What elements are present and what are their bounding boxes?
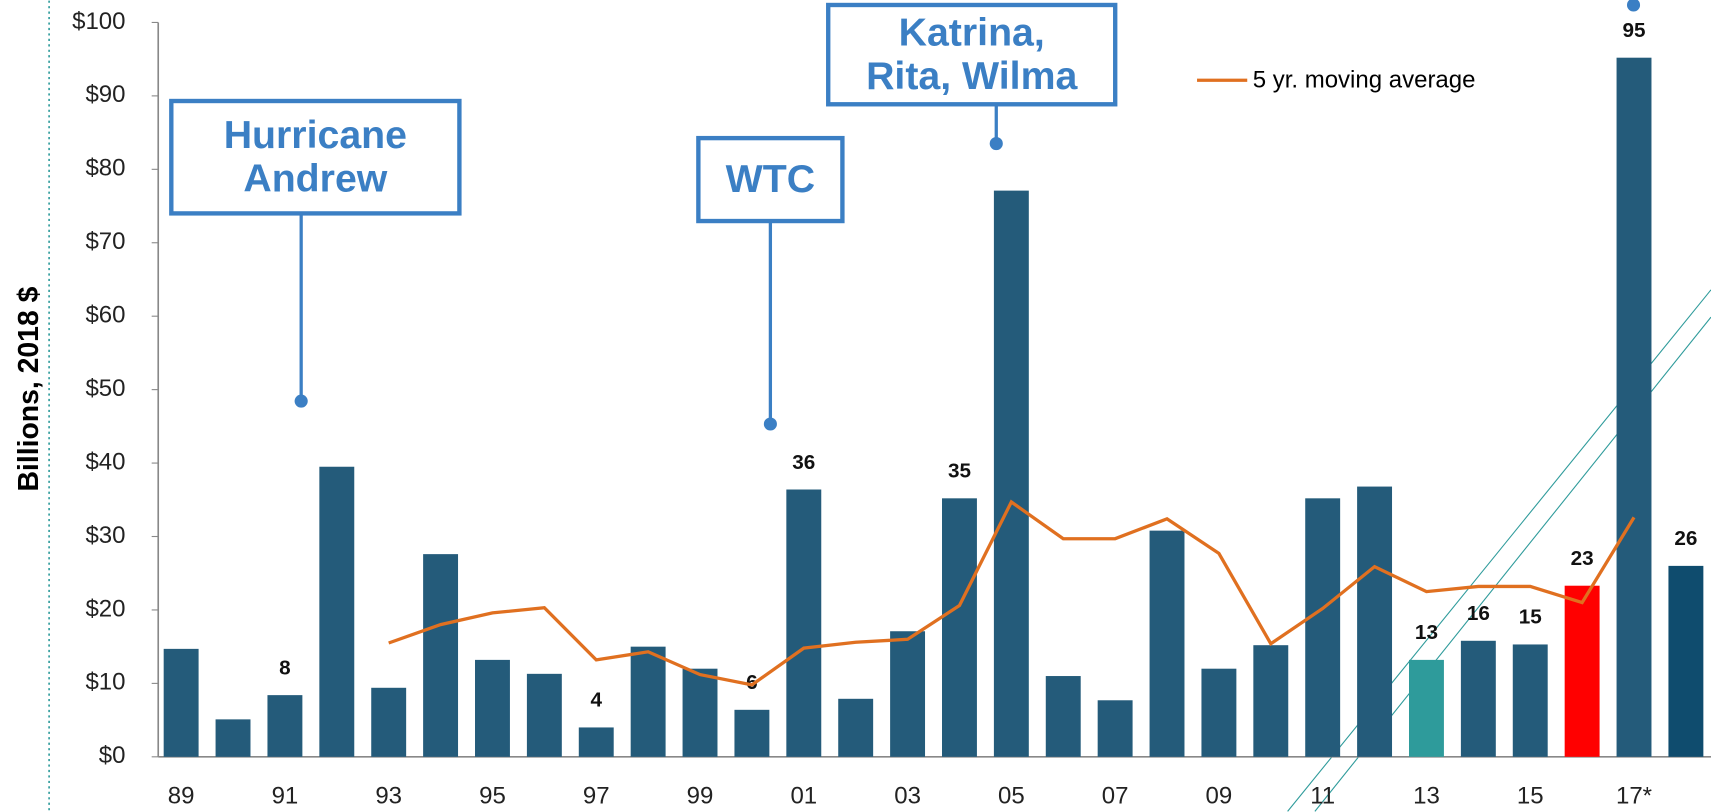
x-tick-label: 93 [375,783,402,810]
annotation-text: Andrew [243,157,387,201]
y-tick-label: $20 [85,595,125,622]
x-tick-label: 01 [790,783,817,810]
value-label: 23 [1571,547,1594,570]
x-tick-label: 99 [687,783,714,810]
annotation-dot [1626,0,1641,12]
value-label: 8 [279,656,291,679]
bar [475,659,510,757]
value-label: 13 [1415,621,1438,644]
y-tick-label: $60 [85,302,125,329]
bar [1668,565,1704,757]
annotation-dot [294,394,308,408]
value-label: 4 [590,689,602,712]
value-label: 6 [746,671,758,694]
annotation-dot [763,417,777,431]
bar [630,646,666,757]
bar [682,668,718,757]
bar [1616,57,1652,757]
x-tick-label: 89 [168,783,195,810]
annotation-text: Rita, Wilma [866,54,1078,98]
annotation-dot [989,137,1003,151]
value-label: 16 [1467,602,1490,625]
y-tick-label: $10 [85,669,125,696]
value-label: 35 [948,460,971,483]
moving-average-line [388,499,1636,687]
x-tick-label: 05 [998,783,1025,810]
bar [993,190,1029,757]
bar [890,631,926,757]
legend-label: 5 yr. moving average [1253,67,1476,94]
x-tick-label: 03 [894,783,921,810]
bar [1305,498,1341,757]
annotation-box [696,135,845,224]
bar [838,698,874,757]
y-tick-label: $80 [85,155,125,182]
annotation-box [169,98,462,216]
x-tick-label: 91 [272,783,299,810]
bar [1564,585,1600,757]
x-tick-label: 17* [1616,783,1652,810]
x-tick-label: 97 [583,783,610,810]
bar [1460,640,1496,757]
x-tick-label: 13 [1413,783,1440,810]
bar [267,695,303,757]
x-tick-label: 07 [1102,783,1129,810]
bar [1253,645,1289,757]
annotation-text: WTC [726,157,815,201]
value-label: 15 [1519,606,1542,629]
y-axis-label: Billions, 2018 $ [13,286,45,491]
value-label: 36 [792,451,815,474]
bar [215,719,251,757]
bar [319,466,355,757]
x-tick-label: 11 [1310,783,1335,810]
bar [578,727,614,757]
x-tick-label: 15 [1517,783,1544,810]
bar [1357,486,1393,757]
y-tick-label: $40 [85,448,125,475]
bar [1149,530,1185,757]
y-tick-label: $0 [99,742,126,769]
bar [1097,700,1133,757]
y-tick-label: $100 [72,8,125,35]
bar [786,489,822,757]
bar [942,498,977,757]
bar [734,709,770,757]
y-tick-label: $30 [85,522,125,549]
value-label: 95 [1622,19,1645,42]
bar [1512,644,1548,757]
bar [1409,659,1444,757]
y-tick-label: $70 [85,228,125,255]
value-label: 26 [1674,527,1697,550]
annotation-box [826,2,1118,107]
bar [371,687,407,757]
x-tick-label: 95 [479,783,506,810]
bar [423,554,459,757]
bar [1201,668,1237,757]
bar [1045,676,1081,757]
y-tick-label: $50 [85,375,125,402]
annotation-text: Hurricane [224,113,407,157]
bar [526,673,562,757]
annotation-text: Katrina, [899,10,1045,54]
y-tick-label: $90 [85,81,125,108]
x-tick-label: 09 [1206,783,1233,810]
bar [163,648,199,757]
